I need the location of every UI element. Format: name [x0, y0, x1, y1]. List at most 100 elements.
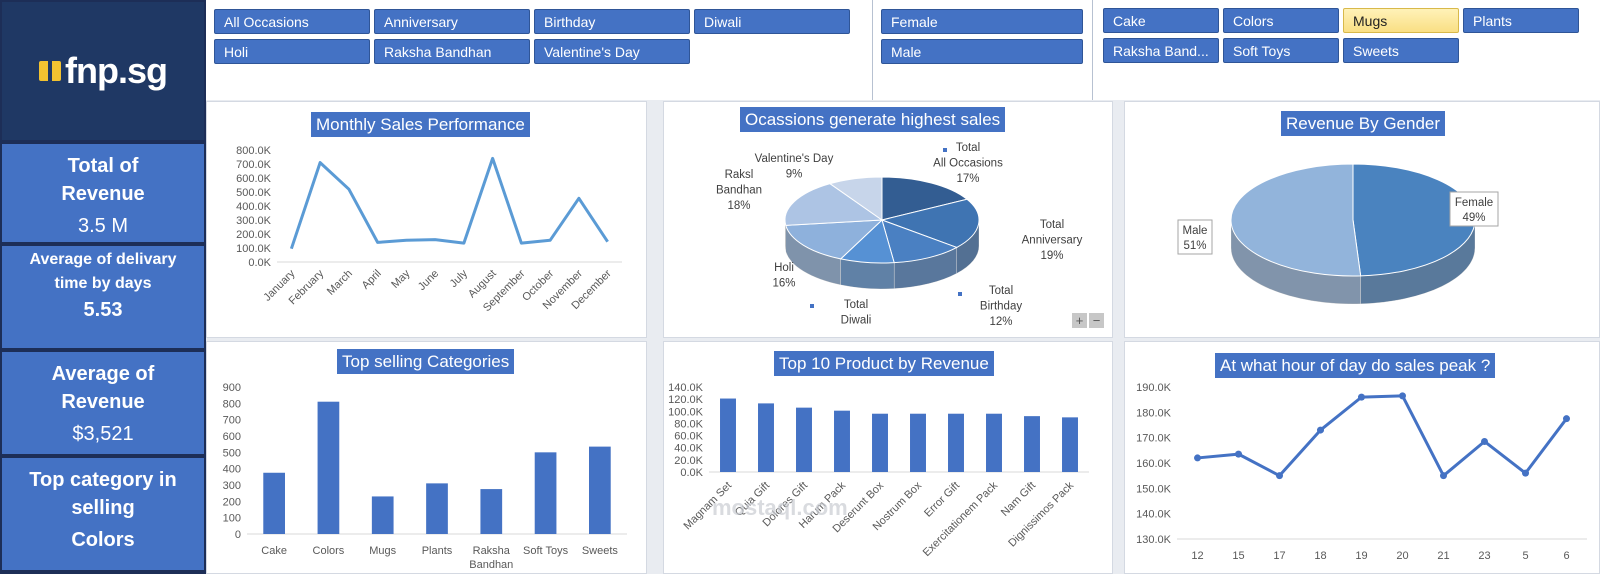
bar — [1062, 417, 1078, 472]
slicer-occasion-valentine[interactable]: Valentine's Day — [534, 39, 690, 64]
categories-bar-chart: 0 100 200 300 400 500 600 700 800 900 Cake Colors Mu… — [223, 382, 627, 571]
data-point — [1317, 426, 1324, 434]
monthly-sales-panel: Monthly Sales Performance 0.0K 100.0K 200.… — [206, 101, 647, 338]
pie-data-label: Total Diwali — [841, 299, 872, 327]
pie-data-label: 49% — [1462, 212, 1485, 224]
pie-slice — [881, 219, 958, 264]
slicer-category-raksha[interactable]: Raksha Band... — [1103, 38, 1219, 63]
pie-slice — [828, 176, 883, 221]
categories-panel: Top selling Categories 0 100 200 300 400 500 6… — [206, 341, 647, 574]
collapse-icon[interactable]: − — [1089, 313, 1104, 328]
y-tick-label: 150.0K — [1136, 483, 1172, 495]
x-tick-label: May — [389, 267, 413, 291]
x-tick-label: March — [325, 268, 355, 298]
x-tick-label: Soft Toys — [523, 545, 569, 557]
x-tick-label: June — [416, 268, 441, 293]
y-tick-label: 140.0K — [1136, 509, 1172, 521]
slicer-gender-male[interactable]: Male — [881, 39, 1083, 64]
occasions-pie-chart: Total All Occasions 17% Total Anniversary 19%… — [716, 142, 1083, 328]
chart-title: Monthly Sales Performance — [311, 112, 530, 137]
x-tick-label: 6 — [1563, 550, 1569, 562]
x-tick-label: Exercitationem Pack — [921, 479, 1001, 559]
label-box — [1177, 219, 1213, 255]
legend-marker — [810, 304, 814, 308]
y-tick-label: 40.0K — [674, 443, 703, 455]
slicer-occasion-holi[interactable]: Holi — [214, 39, 370, 64]
x-tick-label: Plants — [422, 545, 453, 557]
hours-line-chart: 130.0K 140.0K 150.0K 160.0K 170.0K 180.0K 190.… — [1136, 382, 1587, 562]
y-tick-label: 0 — [235, 529, 241, 541]
slicer-category-cake[interactable]: Cake — [1103, 8, 1219, 33]
bar — [589, 446, 611, 534]
chart-title: Ocassions generate highest sales — [740, 107, 1006, 132]
y-tick-label: 130.0K — [1136, 534, 1172, 546]
pie-slice — [1230, 163, 1362, 277]
label-box — [1449, 191, 1499, 227]
slicer-category-plants[interactable]: Plants — [1463, 8, 1579, 33]
slicer-category-sweets[interactable]: Sweets — [1343, 38, 1459, 63]
x-tick-label: Nam Gift — [999, 480, 1038, 519]
slicer-occasion-diwali[interactable]: Diwali — [694, 9, 850, 34]
slicer-occasion-anniversary[interactable]: Anniversary — [374, 9, 530, 34]
kpi-value: 5.53 — [83, 299, 123, 321]
pie-data-label: 51% — [1183, 240, 1206, 252]
logo: fnp.sg — [39, 50, 168, 92]
pie-data-label: Male — [1183, 225, 1208, 237]
data-point — [1276, 472, 1283, 480]
chart-title: At what hour of day do sales peak ? — [1215, 353, 1496, 378]
bar — [872, 413, 888, 472]
y-tick-label: 200 — [223, 496, 241, 508]
slicer-gender-female[interactable]: Female — [881, 9, 1083, 34]
y-tick-label: 100.0K — [668, 406, 704, 418]
bar — [480, 489, 503, 534]
y-tick-label: 300.0K — [236, 215, 272, 227]
x-tick-label: 12 — [1191, 550, 1203, 562]
y-tick-label: 180.0K — [1136, 407, 1172, 419]
y-tick-label: 170.0K — [1136, 433, 1172, 445]
hours-panel: At what hour of day do sales peak ? 130.… — [1124, 341, 1600, 574]
x-tick-label: 19 — [1355, 550, 1367, 562]
y-tick-label: 60.0K — [674, 431, 703, 443]
kpi-label: Average of delivary time by days — [29, 251, 177, 292]
y-tick-label: 500 — [223, 447, 241, 459]
pie-slice-shade — [1231, 220, 1361, 304]
legend-marker — [943, 148, 947, 152]
slicer-occasion-birthday[interactable]: Birthday — [534, 9, 690, 34]
pie-slice — [881, 176, 969, 221]
gender-pie-chart: Female 49% Male 51% — [1177, 163, 1499, 305]
bar — [948, 413, 964, 472]
category-slicer: Cake Colors Mugs Plants Raksha Band... S… — [1093, 0, 1600, 100]
x-tick-label: July — [448, 267, 471, 290]
expand-icon[interactable]: + — [1072, 313, 1087, 328]
slicer-occasion-all[interactable]: All Occasions — [214, 9, 370, 34]
slicer-category-softtoys[interactable]: Soft Toys — [1223, 38, 1339, 63]
pie-slice-shade — [894, 247, 957, 289]
pie-slice — [784, 183, 884, 226]
pie-slice-shade — [785, 225, 841, 285]
gender-panel: Revenue By Gender Female 49% Male 51% — [1124, 101, 1600, 338]
chart-title: Top 10 Product by Revenue — [774, 351, 994, 376]
pie-slice-shade — [956, 220, 979, 274]
kpi-avg-revenue: Average of Revenue $3,521 — [2, 350, 204, 454]
x-tick-label: Mugs — [369, 545, 396, 557]
bar — [371, 496, 394, 534]
slicer-occasion-raksha[interactable]: Raksha Bandhan — [374, 39, 530, 64]
pie-data-label: Holi 16% — [772, 262, 795, 290]
bar — [720, 398, 736, 472]
kpi-value: Colors — [71, 529, 135, 551]
watermark: mostaql.com — [712, 495, 848, 520]
y-tick-label: 900 — [223, 382, 241, 394]
bar — [534, 452, 557, 534]
y-tick-label: 100 — [223, 513, 241, 525]
slicer-category-colors[interactable]: Colors — [1223, 8, 1339, 33]
data-point — [1522, 469, 1529, 477]
y-tick-label: 160.0K — [1136, 458, 1172, 470]
bar — [758, 403, 774, 472]
bar — [426, 483, 448, 534]
slicer-category-mugs[interactable]: Mugs — [1343, 8, 1459, 33]
monthly-sales-chart: 0.0K 100.0K 200.0K 300.0K 400.0K 500.0K 600.0K… — [236, 145, 622, 314]
data-point — [1235, 450, 1242, 458]
chart-title: Top selling Categories — [337, 349, 515, 374]
kpi-top-category: Top category in selling Colors — [2, 456, 204, 570]
kpi-value: $3,521 — [72, 423, 134, 445]
